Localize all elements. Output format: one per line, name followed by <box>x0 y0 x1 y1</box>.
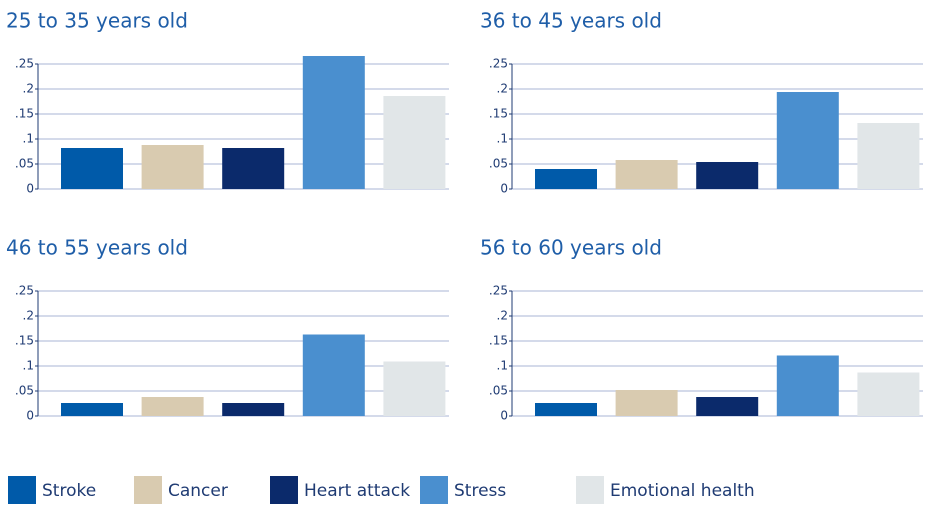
bar <box>61 403 123 416</box>
y-tick-label: .05 <box>489 157 508 171</box>
y-tick-label: .15 <box>15 334 34 348</box>
legend-label: Emotional health <box>610 481 755 501</box>
y-tick-label: .25 <box>15 284 34 298</box>
y-tick-label: 0 <box>26 182 34 196</box>
bar <box>615 390 678 416</box>
legend-label: Cancer <box>168 481 228 501</box>
bar <box>857 372 920 416</box>
y-tick-label: .15 <box>15 107 34 121</box>
legend-swatch <box>420 476 448 504</box>
y-tick-label: .2 <box>497 309 508 323</box>
bar <box>302 334 365 416</box>
legend-swatch <box>576 476 604 504</box>
bar <box>857 123 920 189</box>
y-tick-label: 0 <box>500 182 508 196</box>
legend-label: Stress <box>454 481 506 501</box>
bar <box>615 160 678 189</box>
y-tick-label: .25 <box>489 57 508 71</box>
bar <box>141 397 204 416</box>
legend-swatch <box>134 476 162 504</box>
bar <box>696 397 759 416</box>
bar <box>535 403 597 416</box>
y-tick-label: .25 <box>15 57 34 71</box>
bar <box>141 145 204 189</box>
bar <box>302 56 365 189</box>
y-tick-label: .05 <box>489 384 508 398</box>
y-tick-label: .2 <box>23 82 34 96</box>
y-tick-label: .1 <box>497 132 508 146</box>
bar <box>222 403 285 416</box>
bar <box>776 355 839 416</box>
y-tick-label: .1 <box>497 359 508 373</box>
y-tick-label: .1 <box>23 359 34 373</box>
legend-label: Heart attack <box>304 481 410 501</box>
legend-swatch <box>270 476 298 504</box>
y-tick-label: 0 <box>500 409 508 423</box>
y-tick-label: .15 <box>489 107 508 121</box>
chart-title: 56 to 60 years old <box>480 236 662 260</box>
bar <box>383 361 446 416</box>
y-tick-label: .2 <box>23 309 34 323</box>
chart-title: 36 to 45 years old <box>480 9 662 33</box>
y-tick-label: .2 <box>497 82 508 96</box>
y-tick-label: .1 <box>23 132 34 146</box>
bar <box>222 148 285 189</box>
chart-title: 46 to 55 years old <box>6 236 188 260</box>
y-tick-label: 0 <box>26 409 34 423</box>
bar <box>696 162 759 189</box>
bar <box>776 92 839 189</box>
bar <box>383 96 446 189</box>
y-tick-label: .05 <box>15 384 34 398</box>
y-tick-label: .15 <box>489 334 508 348</box>
legend-label: Stroke <box>42 481 96 501</box>
bar <box>61 148 123 189</box>
chart-title: 25 to 35 years old <box>6 9 188 33</box>
y-tick-label: .05 <box>15 157 34 171</box>
bar <box>535 169 597 189</box>
y-tick-label: .25 <box>489 284 508 298</box>
legend-swatch <box>8 476 36 504</box>
